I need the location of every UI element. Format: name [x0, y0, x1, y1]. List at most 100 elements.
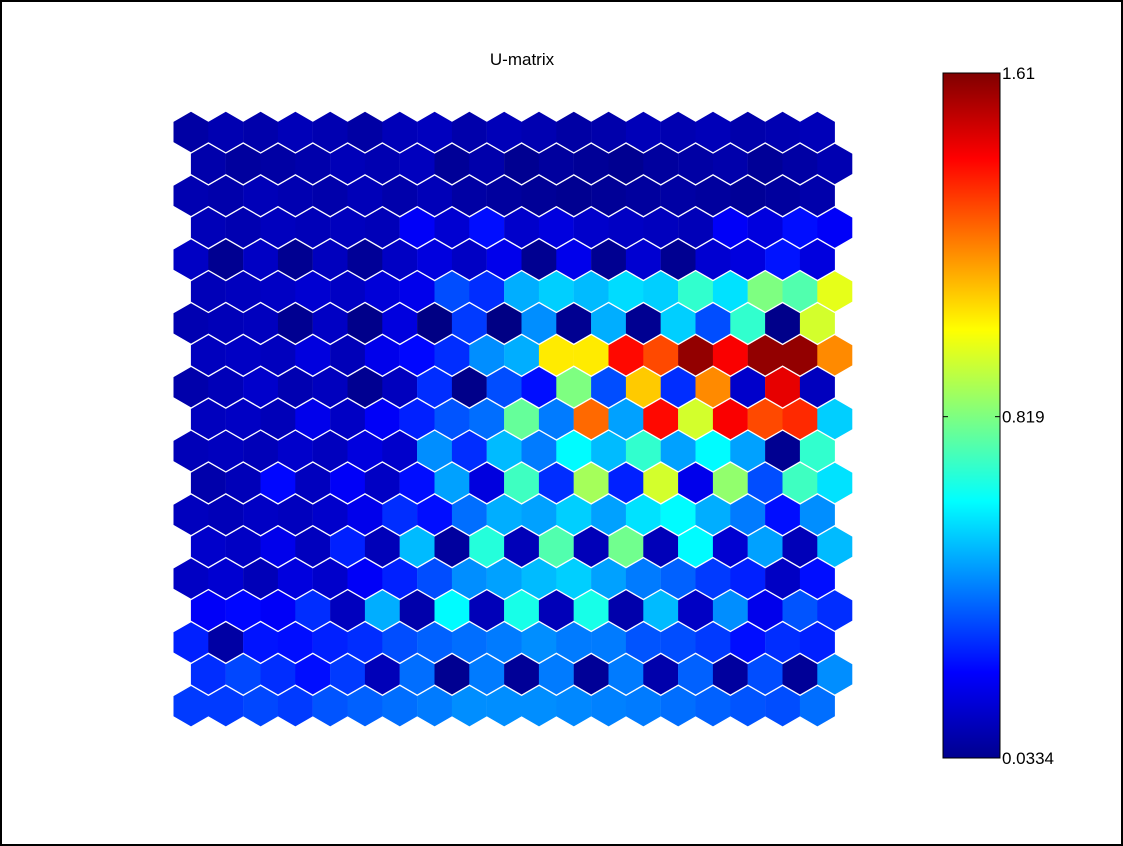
hex-cell — [625, 686, 661, 727]
hex-cell — [799, 111, 835, 153]
hex-cell — [451, 686, 487, 727]
hex-cell — [556, 175, 592, 216]
hex-cell — [538, 143, 574, 185]
hex-cell — [573, 335, 609, 376]
hex-cell — [469, 143, 505, 185]
hex-cell — [556, 686, 592, 727]
hex-cell — [208, 686, 244, 727]
hex-cell — [260, 462, 296, 504]
hex-cell — [799, 686, 835, 727]
hex-cell — [364, 462, 400, 504]
hex-cell — [277, 558, 313, 599]
hex-cell — [817, 526, 853, 567]
hex-cell — [469, 654, 505, 695]
hex-cell — [747, 590, 783, 631]
hex-cell — [608, 462, 644, 504]
hex-cell — [417, 239, 453, 280]
hex-cell — [312, 686, 348, 727]
hex-cell — [521, 367, 557, 408]
hex-cell — [434, 398, 470, 440]
hex-cell — [573, 590, 609, 631]
hex-cell — [817, 398, 853, 440]
hex-cell — [556, 494, 592, 535]
hex-cell — [625, 303, 661, 344]
hex-cell — [643, 143, 679, 185]
hex-cell — [591, 558, 627, 599]
hex-cell — [434, 271, 470, 312]
hex-cell — [364, 590, 400, 631]
hex-cell — [712, 590, 748, 631]
hex-cell — [190, 654, 226, 695]
hex-cell — [730, 686, 766, 727]
hex-cell — [190, 398, 226, 440]
hex-cell — [817, 271, 853, 312]
hex-cell — [573, 526, 609, 567]
hex-cell — [695, 303, 731, 344]
hex-cell — [765, 558, 801, 599]
hex-cell — [747, 335, 783, 376]
hex-cell — [747, 207, 783, 248]
hex-cell — [573, 462, 609, 504]
hex-cell — [765, 303, 801, 344]
hex-cell — [765, 686, 801, 727]
hex-cell — [643, 335, 679, 376]
hex-cell — [782, 335, 818, 376]
hex-cell — [295, 207, 331, 248]
hex-cell — [417, 686, 453, 727]
hex-cell — [538, 526, 574, 567]
hex-cell — [347, 175, 383, 216]
hex-cell — [608, 526, 644, 567]
hex-cell — [608, 207, 644, 248]
hex-cell — [538, 207, 574, 248]
hex-cell — [330, 526, 366, 567]
hex-cell — [382, 622, 418, 663]
hex-cell — [277, 430, 313, 472]
hex-cell — [382, 430, 418, 472]
hex-cell — [277, 686, 313, 727]
hex-cell — [504, 590, 540, 631]
hex-cell — [417, 175, 453, 216]
hex-cell — [695, 494, 731, 535]
hex-cell — [173, 686, 209, 727]
hex-cell — [347, 303, 383, 344]
hex-cell — [173, 111, 209, 153]
hex-cell — [817, 590, 853, 631]
hex-cell — [312, 175, 348, 216]
hex-cell — [399, 271, 435, 312]
hex-cell — [225, 143, 261, 185]
hex-cell — [486, 686, 522, 727]
hex-cell — [504, 143, 540, 185]
hex-cell — [573, 207, 609, 248]
hex-cell — [556, 111, 592, 153]
hex-cell — [591, 686, 627, 727]
hex-cell — [190, 462, 226, 504]
hex-cell — [712, 462, 748, 504]
hex-cell — [260, 143, 296, 185]
hex-cell — [730, 622, 766, 663]
hex-cell — [208, 175, 244, 216]
hex-cell — [486, 303, 522, 344]
hex-cell — [678, 654, 714, 695]
hex-cell — [799, 367, 835, 408]
hex-cell — [208, 430, 244, 472]
hex-cell — [330, 590, 366, 631]
hex-cell — [382, 303, 418, 344]
hex-cell — [730, 367, 766, 408]
hex-cell — [295, 143, 331, 185]
hex-cell — [434, 335, 470, 376]
hex-cell — [521, 494, 557, 535]
hex-cell — [243, 175, 279, 216]
hex-cell — [678, 335, 714, 376]
hex-cell — [486, 558, 522, 599]
hex-cell — [591, 367, 627, 408]
hex-cell — [556, 303, 592, 344]
hex-cell — [799, 175, 835, 216]
hex-cell — [521, 175, 557, 216]
hex-cell — [260, 526, 296, 567]
hex-cell — [747, 654, 783, 695]
hex-cell — [591, 303, 627, 344]
hex-cell — [451, 494, 487, 535]
hex-cell — [625, 494, 661, 535]
hex-cell — [573, 271, 609, 312]
hex-cell — [747, 398, 783, 440]
